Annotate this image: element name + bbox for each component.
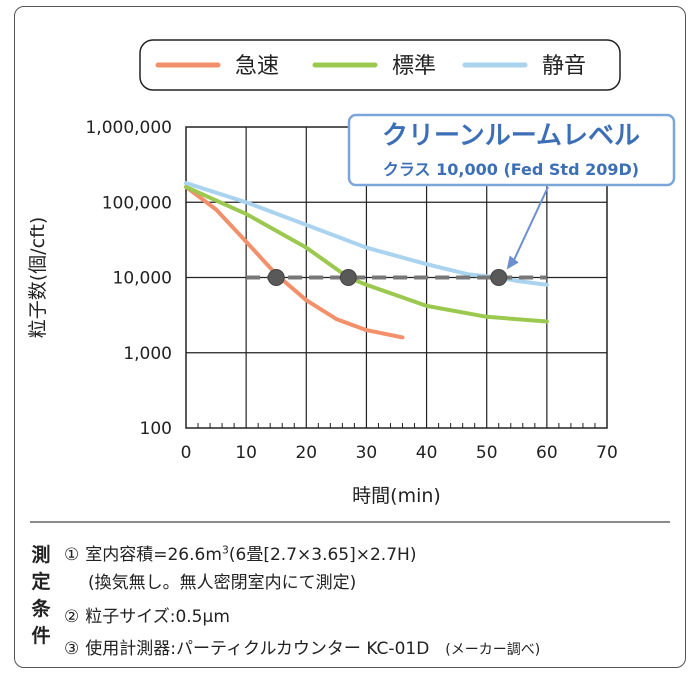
condition-text: (換気無し。無人密閉室内にて測定) bbox=[88, 573, 357, 593]
x-tick-label: 70 bbox=[596, 443, 618, 463]
heading-char: 測 bbox=[31, 544, 51, 566]
conditions-heading: 測 定 条 件 bbox=[28, 542, 54, 650]
series-line bbox=[184, 184, 549, 324]
y-axis-label: 粒子数(個/cft) bbox=[27, 217, 49, 338]
x-tick-label: 0 bbox=[181, 443, 192, 463]
condition-text: 粒子サイズ:0.5μm bbox=[85, 607, 230, 627]
threshold-marker bbox=[490, 269, 508, 286]
legend-label: 標準 bbox=[392, 54, 436, 79]
y-tick-label: 100 bbox=[140, 419, 172, 439]
annotation-arrowhead bbox=[506, 255, 519, 270]
annotation-box bbox=[347, 113, 676, 187]
y-tick-label: 1,000,000 bbox=[85, 118, 172, 138]
condition-number: ② bbox=[64, 607, 80, 627]
annotation-title: クリーンルームレベル bbox=[382, 121, 640, 151]
annotation-arrow bbox=[512, 186, 549, 261]
heading-char: 条 bbox=[31, 598, 51, 620]
condition-line-particle-size: ② 粒子サイズ:0.5μm bbox=[64, 602, 230, 627]
measurement-conditions: 測 定 条 件 ① 室内容積=26.6m3(6畳[2.7×3.65]×2.7H) … bbox=[22, 528, 682, 664]
condition-line-instrument: ③ 使用計測器:パーティクルカウンター KC-01D (メーカー調べ) bbox=[64, 634, 540, 659]
x-tick-label: 30 bbox=[356, 443, 378, 463]
legend-box bbox=[139, 39, 621, 91]
series-line bbox=[184, 181, 549, 287]
x-tick-label: 20 bbox=[295, 443, 317, 463]
y-tick-label: 1,000 bbox=[123, 344, 172, 364]
condition-line-volume: ① 室内容積=26.6m3(6畳[2.7×3.65]×2.7H) bbox=[64, 540, 416, 565]
condition-text-detail: (6畳[2.7×3.65]×2.7H) bbox=[228, 545, 417, 565]
x-axis-label: 時間(min) bbox=[352, 485, 441, 507]
series-line bbox=[184, 184, 405, 340]
heading-char: 定 bbox=[31, 571, 51, 593]
condition-number: ① bbox=[64, 545, 80, 565]
legend-label: 急速 bbox=[235, 54, 279, 79]
threshold-marker bbox=[267, 269, 285, 286]
condition-note: (メーカー調べ) bbox=[445, 642, 541, 658]
condition-line-note: (換気無し。無人密閉室内にて測定) bbox=[88, 568, 356, 593]
y-tick-label: 100,000 bbox=[102, 193, 172, 213]
y-tick-label: 10,000 bbox=[113, 269, 172, 289]
heading-char: 件 bbox=[31, 625, 51, 647]
x-tick-label: 60 bbox=[536, 443, 558, 463]
x-tick-label: 50 bbox=[476, 443, 498, 463]
condition-number: ③ bbox=[64, 639, 80, 659]
annotation-subtitle: クラス 10,000 (Fed Std 209D) bbox=[383, 160, 639, 179]
condition-text: 室内容積=26.6m bbox=[85, 545, 222, 565]
legend-label: 静音 bbox=[542, 54, 586, 79]
x-tick-label: 40 bbox=[416, 443, 438, 463]
condition-text: 使用計測器:パーティクルカウンター KC-01D bbox=[85, 639, 430, 659]
x-tick-label: 10 bbox=[235, 443, 257, 463]
threshold-marker bbox=[339, 269, 357, 286]
condition-superscript: 3 bbox=[221, 543, 229, 557]
